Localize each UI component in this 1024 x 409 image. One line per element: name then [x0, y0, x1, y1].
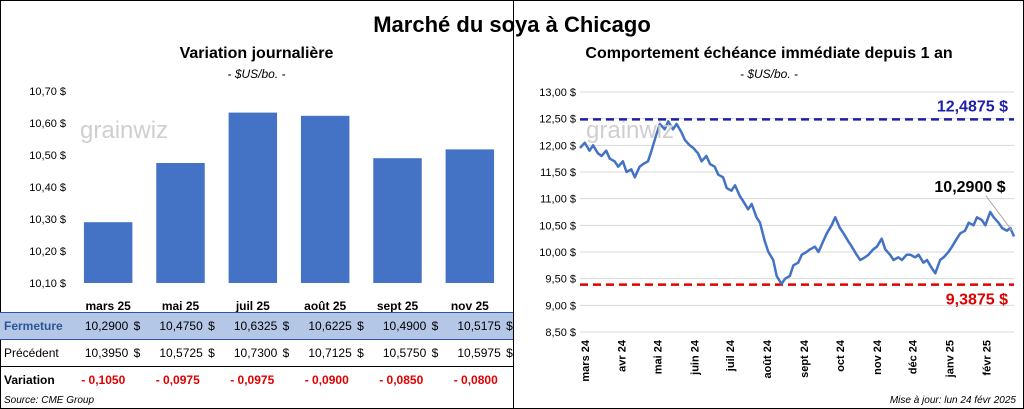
row-label-variation: Variation [4, 373, 55, 387]
bar [156, 163, 205, 283]
line-x-tick-label: mai 24 [653, 339, 665, 374]
bar [445, 149, 495, 283]
variation-value: - 0,0975 [155, 373, 200, 387]
fermeture-value: 10,4900 [382, 319, 427, 333]
bar-x-tick-label: sept 25 [377, 299, 419, 313]
left-chart-title: Variation journalière [179, 45, 334, 62]
bar-y-tick-label: 10,50 $ [29, 150, 66, 162]
bar-y-tick-label: 10,10 $ [29, 278, 66, 290]
variation-value: - 0,0900 [304, 373, 349, 387]
line-y-axis: 8,50 $ 9,00 $ 9,50 $ 10,00 $ 10,50 $ 11,00 $ 1… [539, 87, 1014, 339]
table-row-fermeture: Fermeture 10,2900 $ 10,4750 $ 10,6325 $ 10,… [0, 312, 513, 340]
fermeture-value: 10,6225 [308, 319, 352, 333]
bar-y-tick-label: 10,20 $ [29, 246, 66, 258]
source-note: Source: CME Group [4, 395, 95, 406]
right-chart-unit: - $US/bo. - [739, 67, 799, 81]
variation-value: - 0,0975 [230, 373, 275, 387]
bar [228, 112, 278, 283]
bar-x-axis: mars 25 mai 25 juil 25 août 25 sept 25 nov 25 [85, 299, 489, 313]
line-y-tick-label: 10,00 $ [539, 247, 576, 259]
bar-y-axis: 10,10 $ 10,20 $ 10,30 $ 10,40 $ 10,50 $ 10,60… [29, 86, 66, 290]
precedent-value: 10,7125 [308, 346, 352, 360]
precedent-value: 10,5975 [457, 346, 501, 360]
line-x-tick-label: août 24 [762, 339, 774, 378]
row-label-fermeture: Fermeture [0, 312, 66, 340]
price-table: Fermeture 10,2900 $ 10,4750 $ 10,6325 $ 10,… [0, 312, 513, 393]
line-x-tick-label: déc 24 [908, 339, 920, 374]
update-note: Mise à jour: lun 24 févr 2025 [889, 395, 1016, 406]
precedent-value: 10,5750 [382, 346, 427, 360]
fermeture-value: 10,4750 [159, 319, 203, 333]
bar-x-tick-label: mai 25 [162, 299, 200, 313]
line-y-tick-label: 12,50 $ [539, 114, 576, 126]
bar-x-tick-label: nov 25 [451, 299, 489, 313]
watermark-left: grainwiz [80, 117, 168, 144]
watermark-right: grainwiz [586, 117, 674, 144]
last-value-label: 10,2900 $ [934, 179, 1005, 196]
table-row-variation: Variation - 0,1050 - 0,0975 - 0,0975 - 0… [0, 367, 513, 394]
line-x-tick-label: janv 25 [945, 340, 957, 378]
line-reference-lines [580, 118, 1014, 286]
bar-chart: 10,10 $ 10,20 $ 10,30 $ 10,40 $ 10,50 $ 10,60… [29, 86, 495, 313]
line-y-tick-label: 12,00 $ [539, 140, 576, 152]
line-x-axis: mars 24 avr 24 mai 24 juin 24 juil 24 août 24… [580, 339, 994, 381]
line-x-tick-label: mars 24 [580, 339, 592, 381]
line-y-tick-label: 10,50 $ [539, 220, 576, 232]
variation-value: - 0,1050 [81, 373, 126, 387]
line-x-tick-label: oct 24 [835, 339, 847, 372]
fermeture-value: 10,6325 [233, 319, 278, 333]
line-y-tick-label: 8,50 $ [545, 327, 576, 339]
precedent-value: 10,5725 [159, 346, 203, 360]
line-y-tick-label: 11,00 $ [540, 194, 576, 206]
fermeture-value: 10,5175 [457, 319, 501, 333]
line-x-tick-label: juil 24 [725, 339, 737, 372]
precedent-value: 10,3950 [84, 346, 129, 360]
panel-divider [513, 0, 514, 408]
variation-value: - 0,0800 [453, 373, 498, 387]
bar-x-tick-label: août 25 [304, 299, 346, 313]
bar-series [83, 112, 495, 283]
line-x-tick-label: avr 24 [617, 339, 629, 372]
last-value-leader [985, 195, 1013, 231]
precedent-value: 10,7300 [233, 346, 278, 360]
bar [83, 222, 133, 283]
line-y-tick-label: 11,50 $ [540, 167, 576, 179]
page-title: Marché du soya à Chicago [373, 12, 651, 37]
line-y-tick-label: 13,00 $ [539, 87, 576, 99]
line-y-tick-label: 9,00 $ [545, 300, 576, 312]
bar-y-tick-label: 10,30 $ [29, 214, 66, 226]
low-value-label: 9,3875 $ [946, 292, 1008, 309]
bar-y-tick-label: 10,70 $ [29, 86, 66, 98]
fermeture-value: 10,2900 [84, 319, 129, 333]
line-x-tick-label: sept 24 [799, 339, 811, 378]
bar-y-tick-label: 10,40 $ [29, 182, 66, 194]
variation-value: - 0,0850 [379, 373, 424, 387]
row-label-precedent: Précédent [0, 339, 66, 367]
bar [300, 115, 350, 283]
line-x-tick-label: févr 25 [982, 340, 994, 375]
line-chart: 8,50 $ 9,00 $ 9,50 $ 10,00 $ 10,50 $ 11,00 $ 1… [539, 87, 1016, 382]
bar-x-tick-label: juil 25 [235, 299, 270, 313]
high-value-label: 12,4875 $ [937, 98, 1008, 115]
left-chart-unit: - $US/bo. - [227, 67, 286, 81]
price-line [579, 120, 1016, 286]
bar-y-tick-label: 10,60 $ [29, 118, 66, 130]
table-row-precedent: Précédent 10,3950 $ 10,5725 $ 10,7300 $ 10,… [0, 339, 513, 367]
right-chart-title: Comportement échéance immédiate depuis 1… [585, 45, 953, 62]
line-x-tick-label: juin 24 [690, 339, 702, 376]
line-y-tick-label: 9,50 $ [545, 274, 576, 286]
line-x-tick-label: nov 24 [872, 339, 884, 375]
bar-x-tick-label: mars 25 [85, 299, 131, 313]
bar [373, 158, 422, 283]
